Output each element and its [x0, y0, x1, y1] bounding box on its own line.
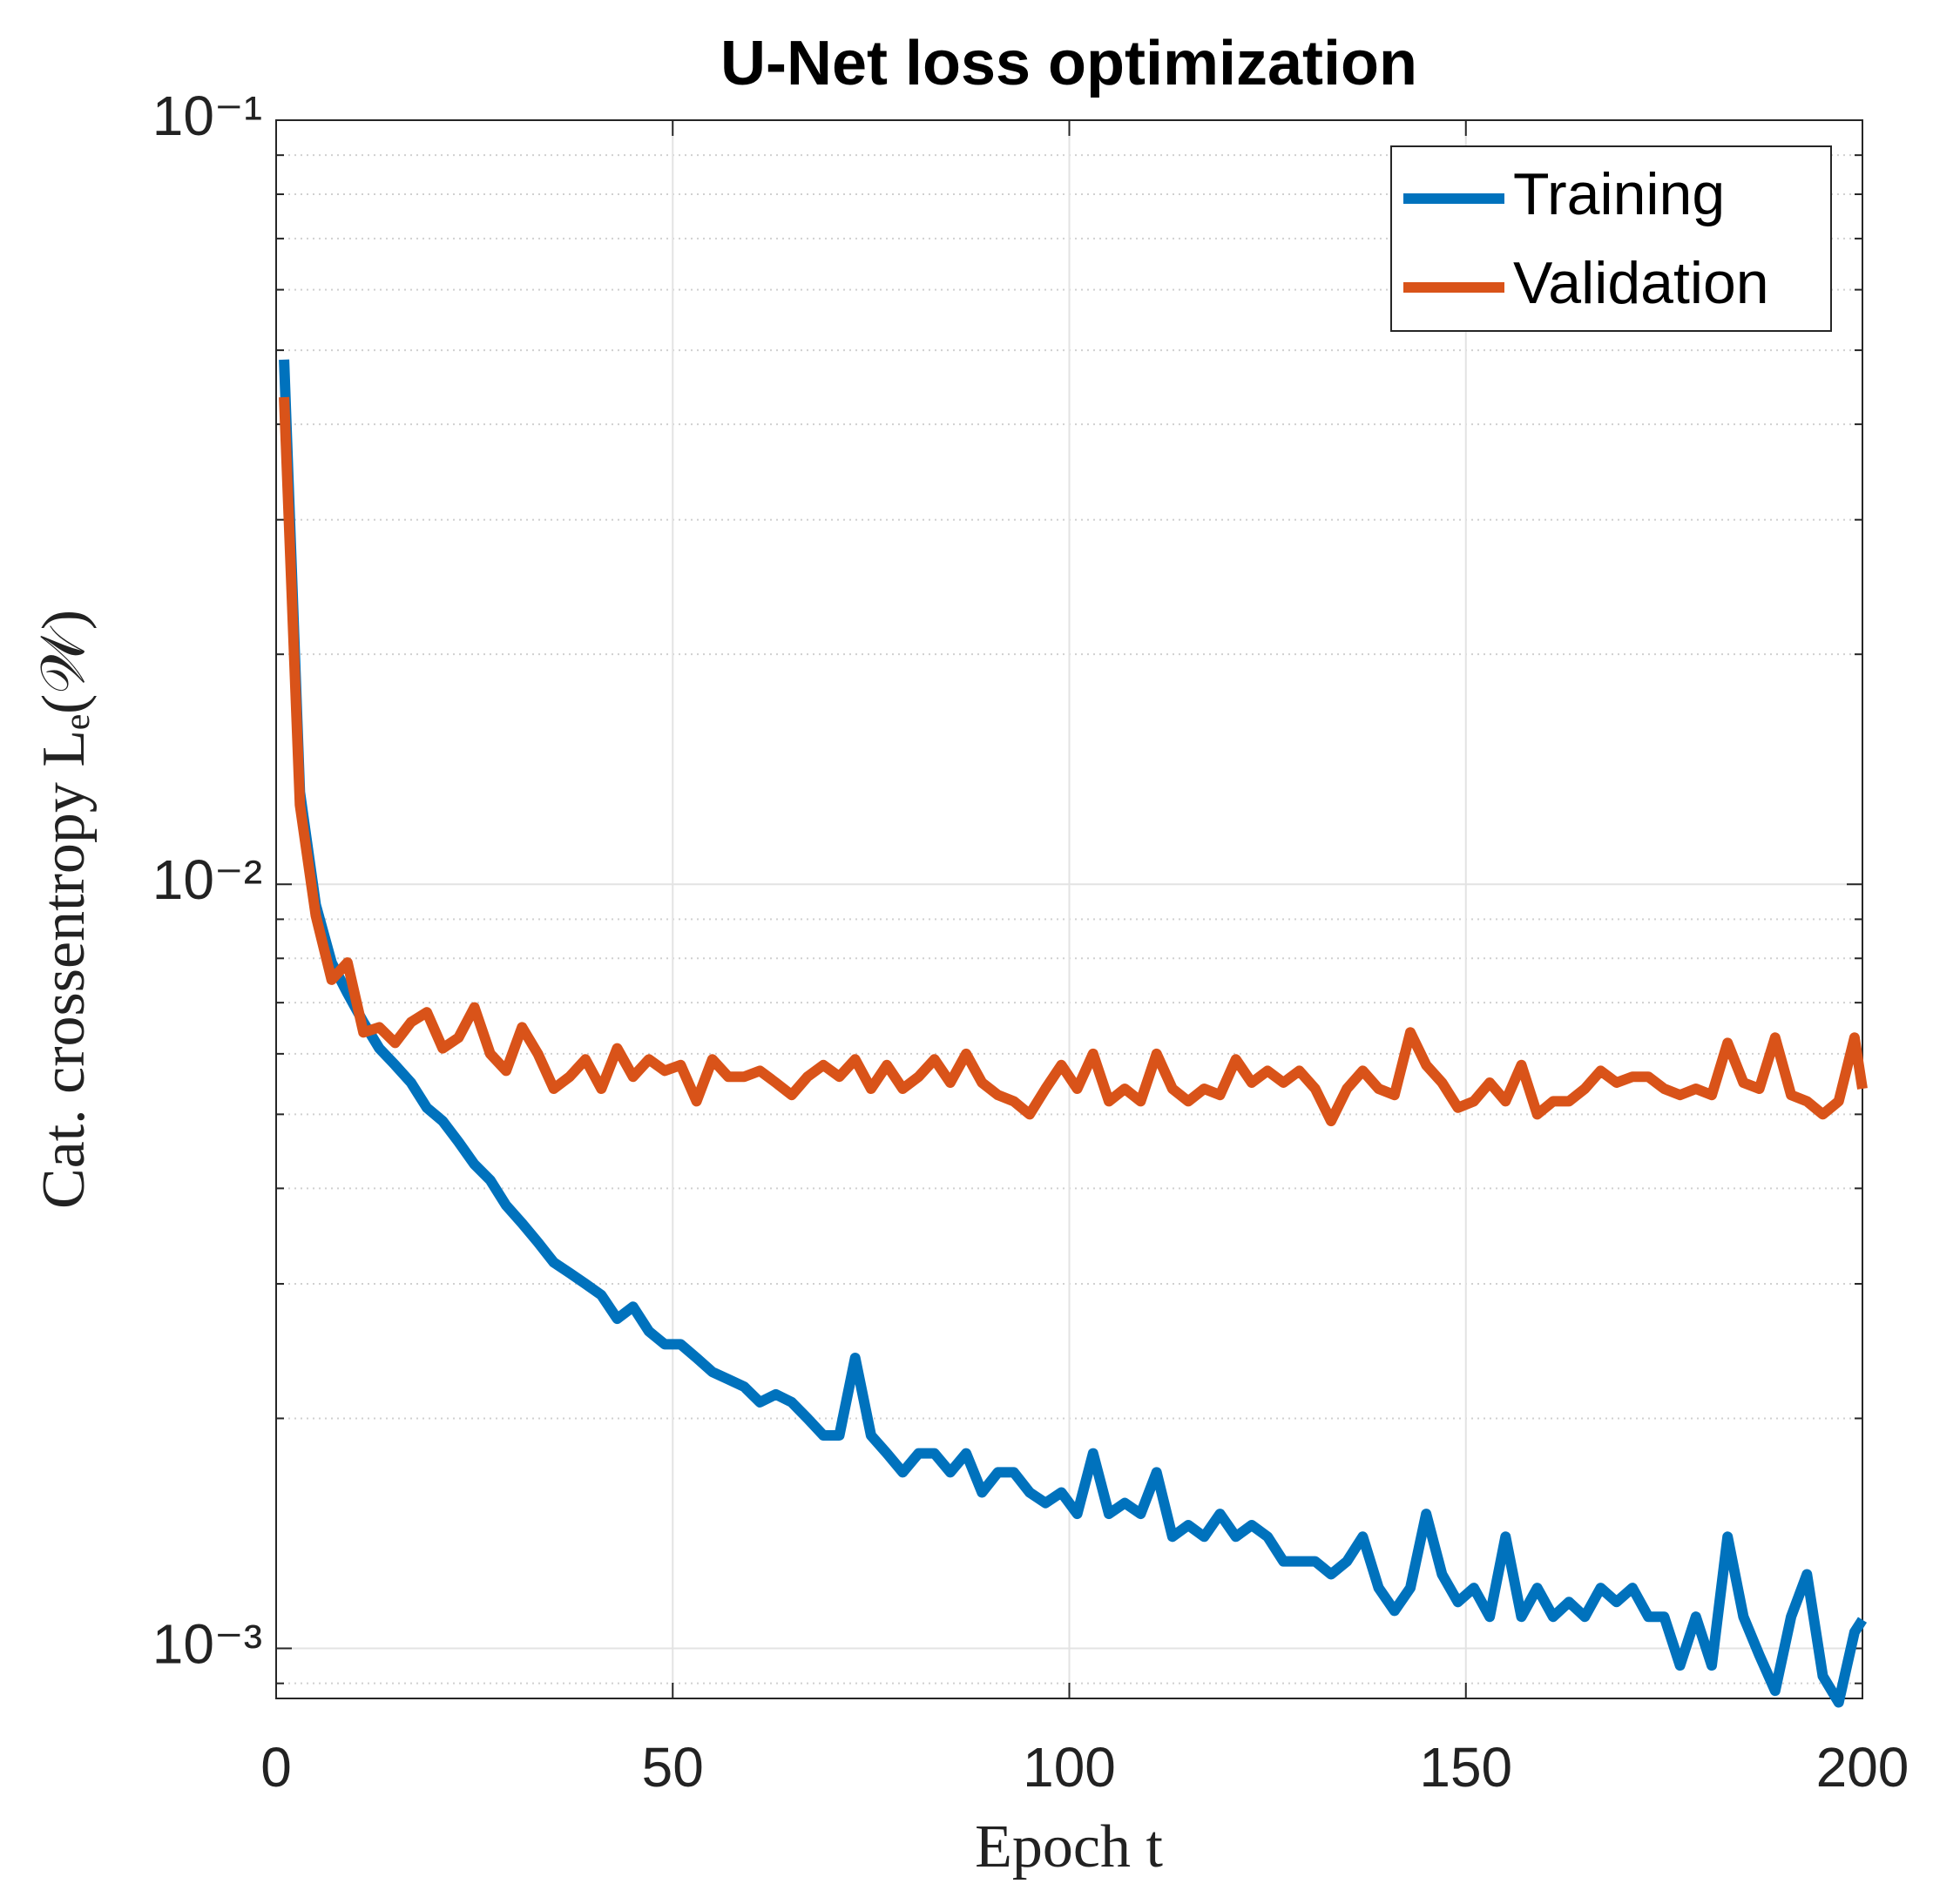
legend-label: Validation [1513, 250, 1769, 316]
y-tick-label: 10⁻¹ [152, 84, 262, 147]
legend-label: Training [1513, 161, 1725, 227]
y-axis-label: Cat. crossentropy Lₑ(𝒲) [30, 610, 98, 1209]
x-tick-label: 150 [1419, 1736, 1512, 1799]
chart-title: U-Net loss optimization [720, 29, 1417, 98]
x-tick-label: 50 [642, 1736, 704, 1799]
x-axis-label: Epoch t [975, 1813, 1163, 1880]
x-tick-label: 0 [260, 1736, 292, 1799]
x-tick-label: 100 [1023, 1736, 1116, 1799]
x-tick-label: 200 [1816, 1736, 1909, 1799]
legend-box [1390, 145, 1832, 332]
y-tick-label: 10⁻² [152, 848, 262, 911]
series-line [279, 359, 1868, 1708]
plot-frame [275, 119, 1863, 1699]
series-line [279, 396, 1868, 1127]
y-tick-label: 10⁻³ [152, 1612, 262, 1675]
